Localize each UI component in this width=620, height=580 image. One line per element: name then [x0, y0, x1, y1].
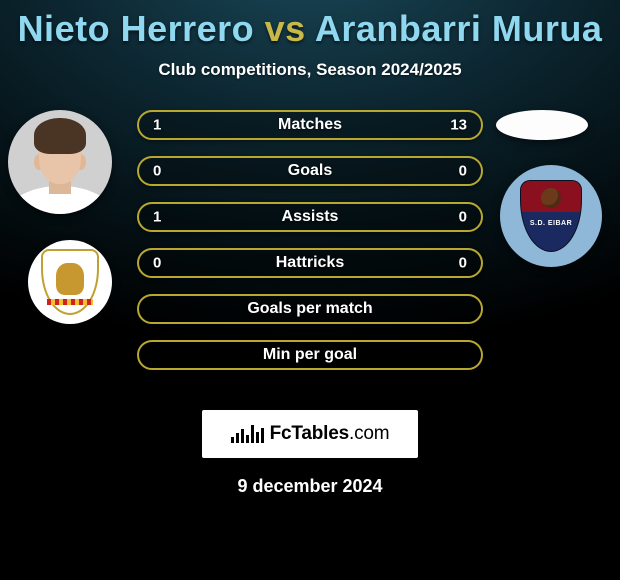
- player-left-avatar: [8, 110, 112, 214]
- stat-left-value: 1: [153, 209, 161, 226]
- stat-left-value: 0: [153, 163, 161, 180]
- page-title: Nieto Herrero vs Aranbarri Murua: [0, 0, 620, 50]
- stat-right-value: 0: [459, 255, 467, 272]
- bar: [246, 435, 249, 443]
- stat-row-assists: 1 Assists 0: [137, 202, 483, 232]
- title-player2: Aranbarri Murua: [315, 8, 603, 49]
- fctables-brand-text: FcTables.com: [270, 423, 390, 445]
- bar: [251, 425, 254, 443]
- stat-left-value: 1: [153, 117, 161, 134]
- stat-right-value: 13: [450, 117, 467, 134]
- stat-label: Min per goal: [263, 346, 357, 364]
- fctables-logo: FcTables.com: [202, 410, 418, 458]
- stat-label: Hattricks: [276, 254, 344, 272]
- stat-row-goals: 0 Goals 0: [137, 156, 483, 186]
- stat-left-value: 0: [153, 255, 161, 272]
- club-right-badge: S.D. EIBAR: [500, 165, 602, 267]
- stat-label: Matches: [278, 116, 342, 134]
- stats-area: S.D. EIBAR 1 Matches 13 0 Goals 0 1 Assi…: [0, 110, 620, 400]
- bar: [236, 433, 239, 443]
- title-vs: vs: [265, 8, 306, 49]
- stat-row-goals-per-match: Goals per match: [137, 294, 483, 324]
- stat-label: Goals per match: [247, 300, 372, 318]
- bar: [231, 437, 234, 443]
- bar: [241, 429, 244, 443]
- stat-right-value: 0: [459, 163, 467, 180]
- stat-right-value: 0: [459, 209, 467, 226]
- club-left-badge: [28, 240, 112, 324]
- stat-pills-column: 1 Matches 13 0 Goals 0 1 Assists 0 0 Hat…: [137, 110, 483, 386]
- zaragoza-crest-icon: [41, 249, 99, 315]
- stat-label: Assists: [282, 208, 339, 226]
- stat-row-matches: 1 Matches 13: [137, 110, 483, 140]
- stat-row-min-per-goal: Min per goal: [137, 340, 483, 370]
- fctables-bars-icon: [231, 425, 264, 443]
- eibar-crest-icon: S.D. EIBAR: [520, 180, 582, 252]
- bar: [261, 428, 264, 443]
- content-root: Nieto Herrero vs Aranbarri Murua Club co…: [0, 0, 620, 580]
- stat-row-hattricks: 0 Hattricks 0: [137, 248, 483, 278]
- bar: [256, 432, 259, 443]
- player-right-avatar-placeholder: [496, 110, 588, 140]
- stat-label: Goals: [288, 162, 332, 180]
- title-player1: Nieto Herrero: [18, 8, 255, 49]
- avatar-hair: [34, 118, 86, 154]
- brand-domain: .com: [349, 423, 389, 444]
- subtitle: Club competitions, Season 2024/2025: [0, 60, 620, 80]
- brand-main: FcTables: [270, 423, 349, 444]
- date-text: 9 december 2024: [0, 476, 620, 497]
